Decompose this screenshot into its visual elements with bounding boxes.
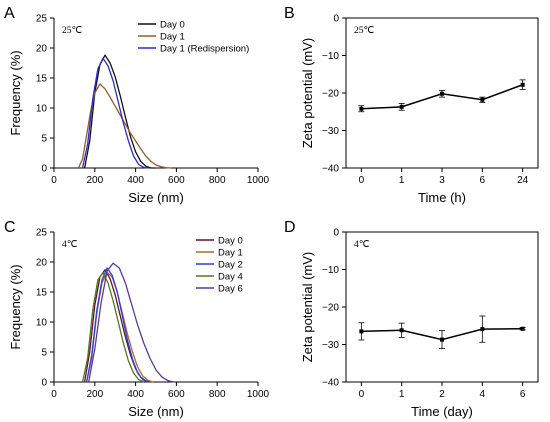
y-tick-label: 20 xyxy=(36,258,48,269)
series-line-day-6 xyxy=(88,262,175,383)
y-tick-label: −30 xyxy=(322,126,339,137)
y-tick-label: 20 xyxy=(36,44,48,55)
data-point xyxy=(359,106,364,111)
x-tick-label: 1 xyxy=(399,389,405,400)
panel-letter-d: D xyxy=(284,219,296,236)
x-tick-label: 1000 xyxy=(247,175,270,186)
data-point xyxy=(359,329,364,334)
x-tick-label: 0 xyxy=(359,175,365,186)
y-axis-title: Zeta potential (mV) xyxy=(300,252,315,363)
series-line-day-1-redispersion xyxy=(81,57,149,169)
panel-b-zeta-potential-25c: 0 −10 −20 −30 −40 0 1 3 6 24 Time (h) Zeta potentia… xyxy=(300,14,539,205)
y-axis-title: Zeta potential (mV) xyxy=(300,38,315,149)
x-tick-label: 600 xyxy=(168,389,185,400)
x-tick-label: 4 xyxy=(480,389,486,400)
x-tick-label: 400 xyxy=(127,175,144,186)
y-tick-label: 15 xyxy=(36,74,48,85)
panel-c-size-distribution-4c: 0 5 10 15 20 25 0 200 400 600 800 1000 Size (nm) Freq… xyxy=(8,228,270,420)
y-tick-label: 25 xyxy=(36,228,48,239)
y-tick-label: −40 xyxy=(322,164,339,175)
y-tick-label: 10 xyxy=(36,104,48,115)
y-tick-label: 0 xyxy=(41,164,47,175)
x-tick-label: 3 xyxy=(439,175,445,186)
data-point xyxy=(440,337,444,342)
x-axis-title: Time (h) xyxy=(418,190,466,205)
plot-frame xyxy=(345,231,539,383)
y-axis-title: Frequency (%) xyxy=(8,264,23,349)
panel-letter-a: A xyxy=(4,5,15,22)
data-point xyxy=(399,104,404,109)
y-tick-label: 0 xyxy=(333,228,339,239)
y-tick-label: −20 xyxy=(322,303,339,314)
x-tick-label: 0 xyxy=(359,389,365,400)
legend-label: Day 1 xyxy=(218,248,243,259)
x-tick-label: 800 xyxy=(209,175,226,186)
y-tick-label: 5 xyxy=(41,134,47,145)
x-tick-label: 6 xyxy=(480,175,486,186)
data-point xyxy=(480,97,485,102)
y-tick-label: −10 xyxy=(322,51,339,62)
x-axis-title: Size (nm) xyxy=(128,190,184,205)
panel-letter-b: B xyxy=(284,5,295,22)
legend-label: Day 0 xyxy=(160,20,185,31)
y-axis-title: Frequency (%) xyxy=(8,50,23,135)
x-tick-label: 600 xyxy=(168,175,185,186)
x-tick-label: 6 xyxy=(520,389,526,400)
series-line-day-1 xyxy=(77,83,172,169)
legend-label: Day 4 xyxy=(218,272,243,283)
y-tick-label: 10 xyxy=(36,318,48,329)
y-tick-label: −30 xyxy=(322,340,339,351)
data-point xyxy=(520,82,525,87)
data-point xyxy=(480,327,485,332)
x-tick-label: 200 xyxy=(86,389,103,400)
x-tick-label: 1000 xyxy=(247,389,270,400)
x-axis-title: Time (day) xyxy=(411,404,473,419)
temperature-annotation: 4℃ xyxy=(354,240,370,250)
y-tick-label: 0 xyxy=(41,378,47,389)
data-point xyxy=(520,326,525,331)
y-tick-label: 0 xyxy=(333,14,339,25)
legend-label: Day 1 (Redispersion) xyxy=(160,44,249,55)
x-tick-label: 200 xyxy=(86,175,103,186)
legend-label: Day 2 xyxy=(218,260,243,271)
temperature-annotation: 25℃ xyxy=(62,26,83,36)
y-tick-label: 15 xyxy=(36,288,48,299)
data-point xyxy=(399,328,404,333)
y-tick-label: −20 xyxy=(322,89,339,100)
x-tick-label: 0 xyxy=(51,389,57,400)
panel-a-size-distribution-25c: 0 5 10 15 20 25 0 200 400 600 800 1000 Size (nm) Freq… xyxy=(8,14,270,206)
legend-label: Day 0 xyxy=(218,236,243,247)
legend-label: Day 6 xyxy=(218,284,243,295)
x-tick-label: 400 xyxy=(127,389,144,400)
y-tick-label: 25 xyxy=(36,14,48,25)
panel-d-zeta-potential-4c: 0 −10 −20 −30 −40 0 1 2 4 6 Time (day) Zeta potenti… xyxy=(300,228,539,419)
x-tick-label: 1 xyxy=(399,175,405,186)
y-tick-label: −10 xyxy=(322,265,339,276)
x-tick-label: 800 xyxy=(209,389,226,400)
temperature-annotation: 25℃ xyxy=(354,26,375,36)
panel-letter-c: C xyxy=(4,219,16,236)
y-tick-label: −40 xyxy=(322,378,339,389)
temperature-annotation: 4℃ xyxy=(62,240,78,250)
legend-label: Day 1 xyxy=(160,32,185,43)
data-point xyxy=(440,91,444,96)
series-line-day-0 xyxy=(83,54,156,169)
x-axis-title: Size (nm) xyxy=(128,404,184,419)
y-tick-label: 5 xyxy=(41,348,47,359)
x-tick-label: 24 xyxy=(517,175,529,186)
x-tick-label: 2 xyxy=(439,389,445,400)
x-tick-label: 0 xyxy=(51,175,57,186)
series-line-day-2 xyxy=(86,267,149,383)
series-line-day-4 xyxy=(81,272,145,383)
